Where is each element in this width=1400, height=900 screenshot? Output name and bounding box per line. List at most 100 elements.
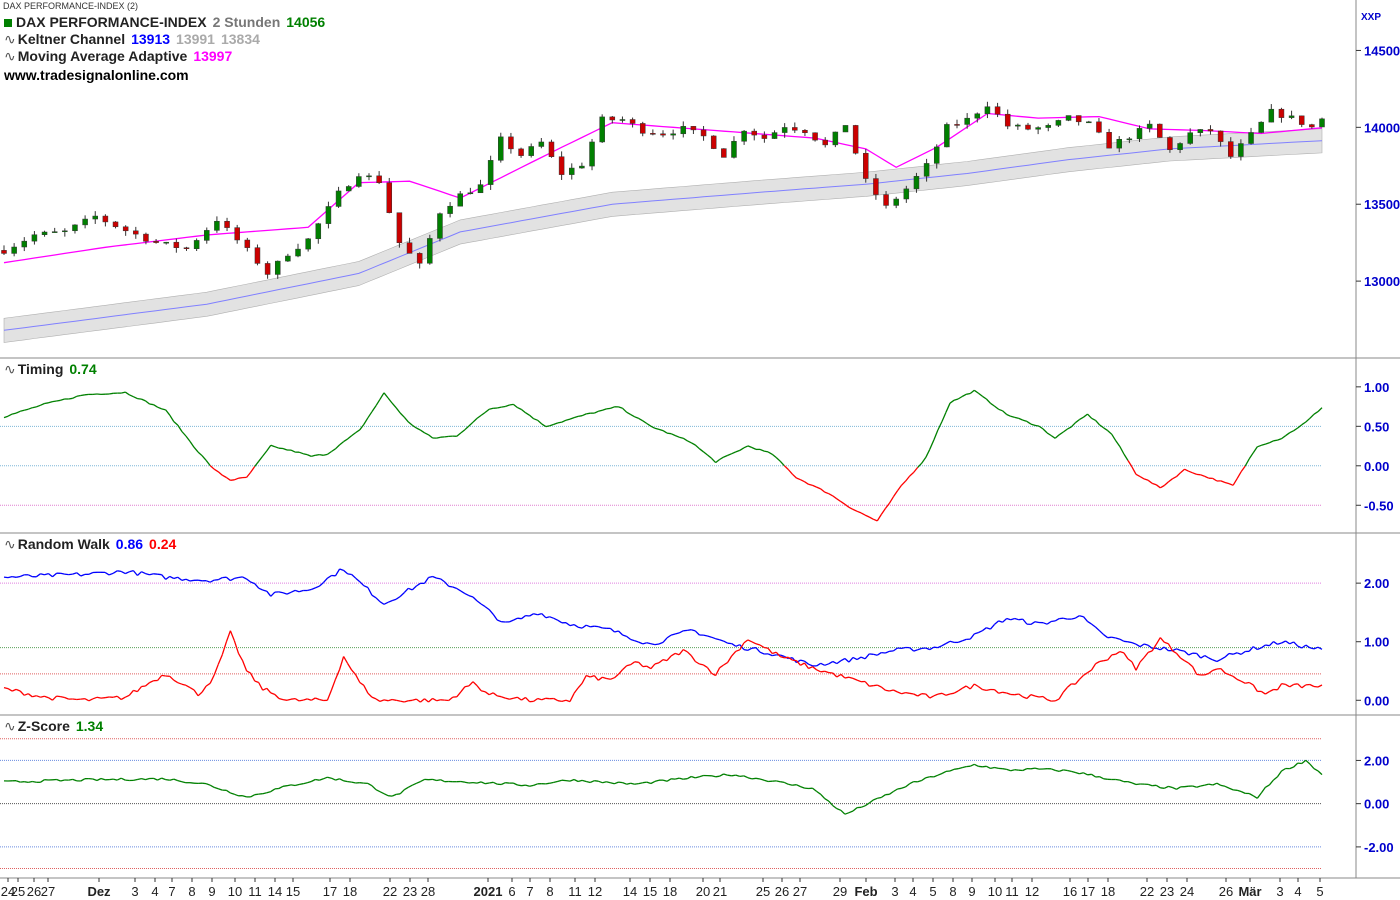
series-segment (286, 784, 292, 787)
series-segment (1018, 618, 1023, 621)
series-segment (880, 794, 886, 799)
series-segment (1212, 668, 1218, 672)
series-segment (1075, 615, 1080, 619)
series-segment (978, 765, 983, 768)
series-segment (872, 518, 878, 522)
candle-body (913, 176, 920, 190)
series-segment (15, 410, 21, 414)
series-segment (88, 571, 94, 575)
series-segment (674, 777, 680, 780)
series-segment (88, 698, 94, 702)
series-segment (1050, 768, 1056, 772)
series-segment (19, 690, 25, 696)
series-segment (1051, 620, 1056, 623)
series-segment (597, 676, 603, 681)
series-segment (1022, 768, 1028, 772)
series-segment (497, 695, 502, 698)
series-segment (1111, 433, 1117, 442)
series-segment (1042, 695, 1048, 701)
series-segment (1228, 652, 1234, 655)
series-segment (1139, 657, 1145, 663)
series-segment (399, 412, 405, 418)
series-segment (517, 696, 522, 701)
series-segment (157, 777, 162, 781)
series-segment (347, 780, 352, 783)
series-segment (743, 775, 749, 779)
series-segment (1163, 646, 1169, 652)
series-segment (254, 680, 259, 684)
series-segment (893, 689, 898, 693)
series-segment (1119, 779, 1125, 783)
series-segment (1180, 649, 1185, 652)
series-segment (755, 777, 761, 780)
series-segment (1313, 646, 1319, 650)
series-segment (1135, 661, 1141, 671)
series-segment (1018, 417, 1024, 421)
series-segment (1236, 678, 1242, 682)
series-segment (679, 436, 684, 439)
series-segment (541, 423, 547, 428)
series-segment (537, 419, 543, 425)
series-segment (1180, 657, 1185, 662)
series-segment (444, 435, 449, 438)
series-segment (537, 612, 542, 616)
series-segment (767, 647, 773, 654)
series-segment (743, 445, 749, 449)
series-segment (27, 693, 33, 698)
series-segment (282, 785, 288, 787)
series-segment (1143, 643, 1149, 646)
x-tick-label: 3 (131, 884, 138, 899)
series-segment (379, 699, 385, 703)
x-tick-label: 12 (588, 884, 602, 899)
candle-body (629, 119, 636, 124)
series-segment (327, 776, 332, 779)
series-segment (234, 576, 239, 580)
series-segment (618, 630, 624, 636)
series-segment (347, 435, 353, 440)
series-segment (371, 696, 377, 700)
series-segment (1131, 641, 1137, 645)
series-segment (214, 786, 219, 790)
x-tick-label: 27 (41, 884, 55, 899)
candle-body (822, 139, 828, 146)
series-segment (577, 415, 583, 418)
series-segment (489, 407, 494, 410)
series-segment (460, 429, 466, 434)
series-segment (909, 647, 915, 652)
x-tick-label: 14 (623, 884, 637, 899)
candle-body (903, 188, 910, 200)
series-segment (1184, 468, 1189, 472)
series-segment (893, 647, 898, 652)
candle-body (1167, 137, 1173, 150)
series-segment (848, 676, 854, 680)
series-segment (1204, 672, 1210, 676)
series-segment (521, 696, 526, 701)
timing-legend: ∿ Timing 0.74 (4, 361, 103, 378)
series-segment (124, 391, 130, 396)
candle-body (710, 135, 717, 149)
series-segment (1236, 652, 1242, 656)
series-segment (888, 496, 894, 504)
series-segment (116, 695, 122, 701)
series-segment (1103, 634, 1109, 639)
candle-body (731, 141, 737, 158)
series-segment (719, 456, 724, 461)
series-segment (1297, 424, 1303, 429)
series-segment (1123, 453, 1129, 461)
series-segment (286, 591, 292, 595)
series-segment (654, 779, 660, 783)
series-segment (658, 659, 664, 664)
series-segment (250, 466, 256, 473)
series-segment (776, 780, 781, 783)
candle-body (944, 124, 950, 148)
x-tick-label: 20 (696, 884, 710, 899)
series-segment (800, 662, 805, 666)
series-segment (1006, 692, 1011, 696)
series-segment (804, 481, 809, 485)
candle-body (416, 253, 423, 264)
zscore-legend: ∿ Z-Score 1.34 (4, 718, 109, 735)
series-segment (731, 650, 737, 657)
series-segment (347, 663, 353, 671)
series-segment (533, 783, 538, 787)
